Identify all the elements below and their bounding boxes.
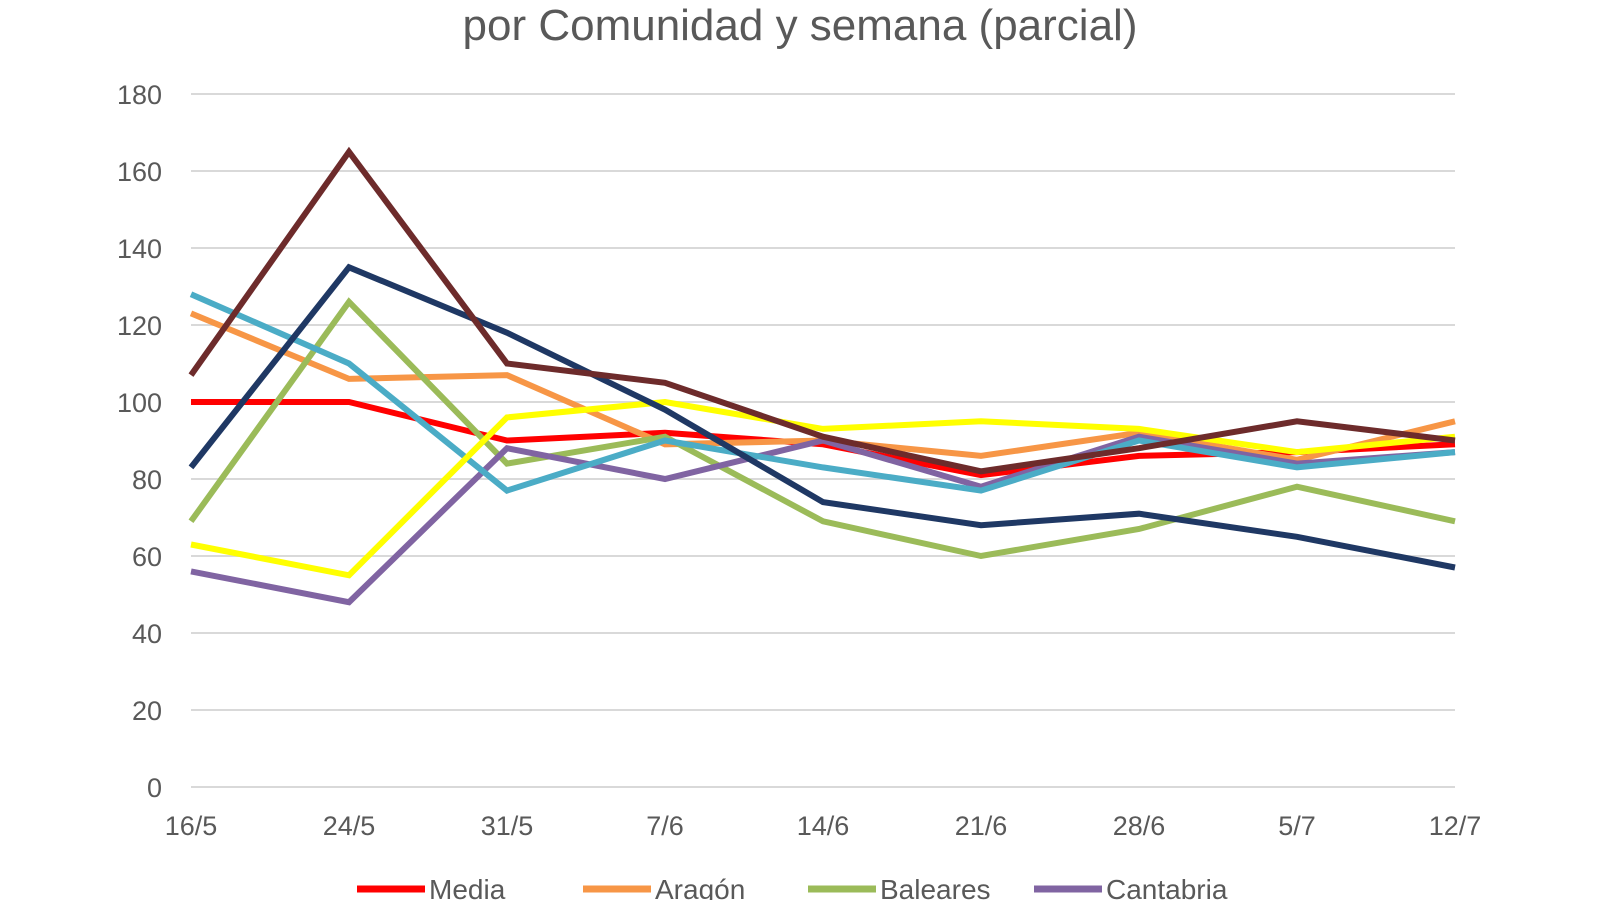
series-line-unlabeled-6 [188,263,1456,571]
x-tick-label: 31/5 [481,811,534,841]
x-tick-label: 5/7 [1278,811,1316,841]
y-tick-label: 120 [117,311,162,341]
legend-label-media: Media [429,874,506,900]
y-tick-label: 80 [132,465,162,495]
y-tick-label: 180 [117,80,162,110]
x-tick-label: 28/6 [1113,811,1166,841]
x-tick-label: 24/5 [323,811,376,841]
legend-label-cantabria: Cantabria [1106,874,1228,900]
legend: Media Aragón Baleares Cantabria [357,874,1228,900]
y-tick-label: 160 [117,157,162,187]
y-tick-label: 100 [117,388,162,418]
x-tick-label: 16/5 [165,811,218,841]
y-tick-label: 0 [147,773,162,803]
series-line-baleares [188,297,1456,560]
series-line-unlabeled-5 [190,398,1456,579]
legend-label-arag-n: Aragón [655,874,745,900]
chart-title: por Comunidad y semana (parcial) [463,1,1138,50]
series-line-cantabria [190,433,1456,606]
y-tick-label: 60 [132,542,162,572]
y-axis-ticks: 0 20 40 60 80 100 120 140 160 180 [117,80,162,803]
x-tick-label: 7/6 [646,811,684,841]
legend-label-baleares: Baleares [880,874,991,900]
y-tick-label: 140 [117,234,162,264]
y-tick-label: 40 [132,619,162,649]
x-axis-ticks: 16/5 24/5 31/5 7/6 14/6 21/6 28/6 5/7 12/7 [165,811,1482,841]
gridlines [191,93,1455,788]
y-tick-label: 20 [132,696,162,726]
series-line-unlabeled-7 [188,146,1456,475]
series-lines [188,146,1456,606]
x-tick-label: 21/6 [955,811,1008,841]
x-tick-label: 14/6 [797,811,850,841]
x-tick-label: 12/7 [1429,811,1482,841]
series-line-unlabeled-4 [189,291,1456,494]
